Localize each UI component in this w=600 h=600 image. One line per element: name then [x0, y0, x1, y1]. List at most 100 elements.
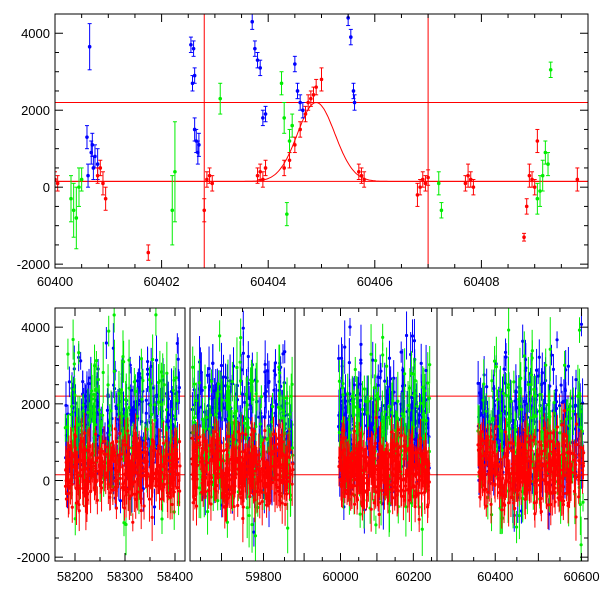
- top-panel-light-curve: 60400 60402 60404 60406 60408 -2000 0 2000 4000: [17, 13, 589, 289]
- data-point: [252, 40, 257, 57]
- y-tick-label: 2000: [21, 397, 50, 412]
- data-point: [535, 128, 540, 154]
- data-point: [172, 121, 177, 223]
- data-point: [218, 82, 223, 115]
- x-tick-label: 58200: [57, 569, 93, 584]
- data-point: [146, 244, 151, 261]
- data-point: [260, 109, 265, 127]
- data-point: [91, 155, 96, 180]
- bottom-segment-4: [437, 308, 588, 561]
- data-point: [314, 78, 319, 96]
- y-tick-label: -2000: [17, 550, 50, 565]
- data-point: [439, 202, 444, 219]
- data-point: [415, 182, 420, 207]
- x-tick-label: 59800: [245, 569, 281, 584]
- data-point: [210, 175, 215, 192]
- data-point: [87, 23, 92, 71]
- series-red: [55, 67, 580, 261]
- model-curve: [55, 101, 588, 182]
- data-point: [95, 167, 100, 184]
- data-point: [352, 94, 357, 111]
- data-point: [192, 67, 197, 84]
- data-point: [548, 61, 553, 78]
- dense-series: [190, 414, 295, 543]
- data-point: [260, 171, 265, 188]
- bottom-segment-3: [295, 311, 437, 556]
- data-point: [540, 159, 545, 192]
- data-point: [263, 105, 268, 123]
- x-tick-label: 60404: [250, 274, 286, 289]
- data-point: [356, 163, 361, 180]
- dense-series: [63, 308, 181, 556]
- y-tick-label: -2000: [17, 257, 50, 272]
- data-point: [287, 128, 292, 154]
- data-point: [546, 152, 551, 177]
- bottom-segment-2: [190, 310, 295, 561]
- data-point: [282, 102, 287, 134]
- data-point: [423, 175, 428, 192]
- x-tick-label: 60406: [357, 274, 393, 289]
- data-point: [319, 67, 324, 92]
- data-point: [190, 75, 195, 92]
- data-point: [74, 186, 79, 250]
- data-point: [538, 175, 543, 207]
- data-point: [284, 202, 289, 227]
- dense-series: [476, 403, 586, 541]
- data-point: [362, 171, 367, 188]
- y-tick-label: 0: [43, 474, 50, 489]
- x-tick-label: 60000: [322, 569, 358, 584]
- data-point: [250, 14, 255, 30]
- data-point: [522, 232, 527, 242]
- data-point: [298, 121, 303, 138]
- data-point: [418, 178, 423, 196]
- data-point: [524, 198, 529, 215]
- data-point: [202, 198, 207, 223]
- x-tick-label: 60402: [144, 274, 180, 289]
- data-point: [195, 140, 200, 165]
- bottom-panel-light-curve: 58200 58300 58400 59800 60000 60200 60400 60600…: [17, 307, 600, 584]
- y-tick-label: 4000: [21, 26, 50, 41]
- data-point: [290, 113, 295, 138]
- segment-frame: [436, 307, 589, 562]
- bottom-segment-1: [55, 308, 185, 556]
- dense-series: [337, 400, 431, 533]
- x-tick-label: 60400: [37, 274, 73, 289]
- data-point: [471, 178, 476, 196]
- x-tick-label: 60408: [463, 274, 499, 289]
- data-point: [204, 171, 209, 188]
- x-tick-label: 60200: [395, 569, 431, 584]
- series-blue: [84, 14, 357, 188]
- data-point: [86, 163, 91, 188]
- plot-frame: [54, 13, 589, 269]
- data-point: [426, 169, 431, 186]
- data-point: [188, 36, 193, 53]
- data-point: [207, 167, 212, 184]
- data-point: [311, 86, 316, 104]
- data-point: [468, 171, 473, 188]
- data-point: [98, 159, 103, 177]
- x-tick-label: 58400: [157, 569, 193, 584]
- data-point: [351, 82, 356, 100]
- y-tick-label: 0: [43, 180, 50, 195]
- data-point: [359, 167, 364, 184]
- x-tick-label: 60600: [563, 569, 599, 584]
- data-point: [279, 71, 284, 96]
- data-point: [543, 140, 548, 165]
- data-point: [287, 152, 292, 169]
- data-point: [258, 59, 263, 77]
- data-point: [55, 175, 60, 192]
- data-point: [76, 167, 81, 207]
- data-point: [295, 82, 300, 100]
- y-tick-label: 2000: [21, 103, 50, 118]
- data-point: [68, 175, 73, 223]
- data-point: [255, 167, 260, 184]
- data-point: [300, 102, 305, 119]
- data-point: [348, 28, 353, 46]
- data-point: [308, 90, 313, 107]
- data-point: [79, 167, 84, 192]
- data-point: [463, 175, 468, 192]
- series-green: [68, 61, 553, 250]
- data-point: [306, 94, 311, 111]
- data-point: [84, 125, 89, 150]
- data-point: [535, 182, 540, 215]
